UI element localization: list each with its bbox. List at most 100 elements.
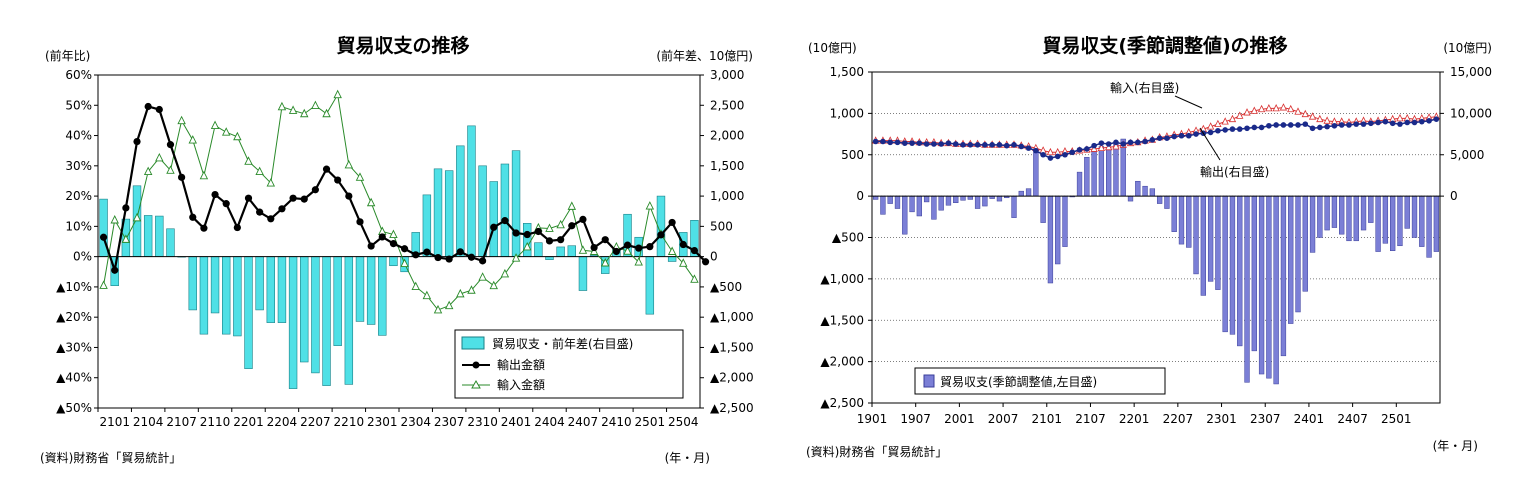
balance-bar [1222,195,1228,333]
export-point [1266,122,1272,129]
export-point [267,215,275,223]
export-point [590,243,598,252]
import-point [500,268,510,278]
x-tick-label: 2407 [1337,412,1368,426]
x-tick-label: 2501 [635,415,666,429]
balance-bar [1091,150,1097,197]
export-point [601,236,609,244]
export-point [931,141,937,147]
balance-bar [556,246,565,257]
balance-bar [1186,195,1192,248]
balance-bar [456,145,465,257]
export-point [434,253,442,262]
balance-bar [1011,195,1017,218]
legend-export-marker [472,361,480,369]
import-point [1228,114,1237,123]
balance-bar [887,195,893,204]
balance-bar [444,170,454,257]
export-point [155,105,163,114]
balance-bar [1142,185,1148,197]
balance-bar [1171,195,1177,232]
balance-bar [1127,195,1134,202]
export-point [445,255,453,263]
left-axis-unit: (前年比) [45,48,90,63]
export-point [679,240,687,249]
y-left-tick-label: 1,500 [830,65,864,79]
export-point [974,142,981,148]
y-left-tick-label: ▲1,000 [820,272,864,286]
export-point [334,176,342,184]
balance-bar [953,195,959,203]
export-point [400,245,409,253]
balance-bar [467,125,476,257]
y-right-tick-label: 1,000 [710,189,744,203]
import-point [433,304,443,314]
export-point [412,251,420,259]
y-right-tick-label: ▲2,500 [710,401,754,415]
export-point [945,140,952,146]
balance-bar [1178,195,1185,245]
y-left-tick-label: ▲50% [56,401,92,415]
y-left-tick-label: ▲1,500 [820,313,864,327]
export-point [1193,131,1199,137]
export-point [1185,132,1192,139]
import-point [679,258,688,267]
export-point [1375,119,1381,126]
balance-bar [534,242,543,257]
export-point [1018,143,1025,150]
export-point [111,266,119,274]
y-right-tick-label: ▲500 [710,280,742,294]
export-point [1054,153,1061,160]
balance-bar [1098,146,1105,197]
import-point [143,166,153,176]
export-point [1244,125,1250,132]
export-point [534,227,542,236]
import-point [1257,104,1266,113]
right-right-axis-unit: (10億円) [1443,41,1492,55]
balance-bar [945,195,952,206]
export-point [901,140,908,146]
balance-bar [960,195,966,201]
import-point [188,135,197,144]
export-point [1215,127,1221,134]
x-tick-label: 2201 [1119,412,1150,426]
export-point [166,141,175,149]
right-chart-title: 貿易収支(季節調整値)の推移 [1042,34,1287,57]
balance-bar [1339,195,1345,235]
annotation-import: 輸入(右目盛) [1110,80,1179,95]
x-tick-label: 2407 [568,415,599,429]
y-right-tick-label: 10,000 [1450,106,1492,120]
balance-bar [1018,190,1024,197]
export-point [1426,118,1432,124]
balance-bar [1076,171,1083,197]
export-point [1258,124,1265,131]
export-point [1142,138,1148,145]
export-point [244,194,253,202]
balance-bar [974,195,981,209]
balance-bar [1055,195,1061,265]
right-axis-unit: (前年差、10億円) [656,48,753,63]
export-point [1127,139,1134,146]
balance-bar [1244,195,1250,383]
export-point [1418,118,1425,125]
export-point [1411,119,1418,126]
export-point [200,224,208,232]
balance-bar [931,195,937,220]
export-point [144,102,152,111]
export-point [894,139,901,146]
balance-bar [902,195,908,235]
y-left-tick-label: ▲500 [832,231,864,245]
right-chart-panel: 貿易収支(季節調整値)の推移 (10億円) (10億円) 1,500 1,000 5… [770,0,1535,488]
legend-box [454,329,684,399]
import-point [1265,104,1273,112]
import-point [199,170,209,180]
x-tick-label: 2101 [99,415,130,429]
export-point [960,142,966,148]
x-tick-label: 2307 [1250,412,1281,426]
y-left-tick-label: ▲30% [56,340,92,354]
balance-bar [389,256,398,267]
balance-bar [300,256,309,363]
export-point [456,248,464,256]
y-left-tick-label: ▲2,000 [820,355,864,369]
export-point [1251,124,1258,131]
